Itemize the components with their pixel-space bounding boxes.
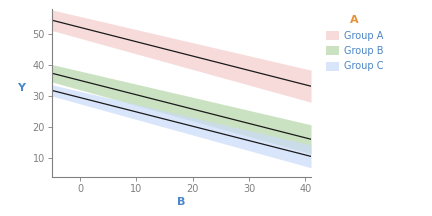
Legend: Group A, Group B, Group C: Group A, Group B, Group C <box>324 14 385 73</box>
X-axis label: B: B <box>177 197 186 207</box>
Y-axis label: Y: Y <box>17 83 25 93</box>
